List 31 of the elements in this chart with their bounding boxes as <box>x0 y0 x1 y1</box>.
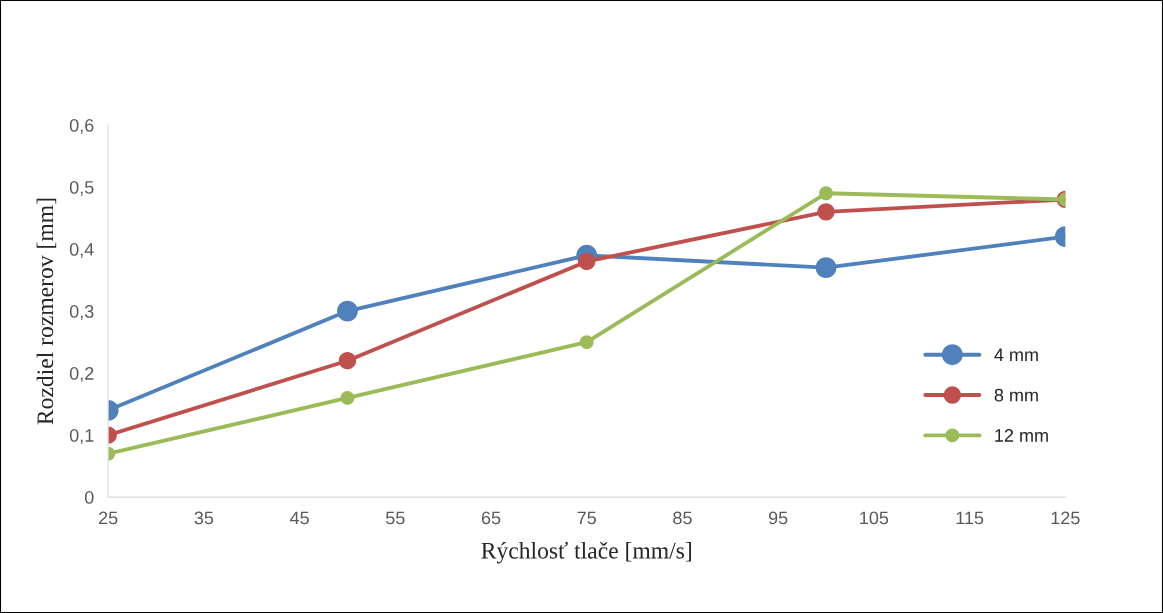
y-tick-label: 0 <box>84 491 94 504</box>
point <box>819 186 833 201</box>
y-tick-label: 0,2 <box>69 367 94 382</box>
y-tick-label: 0,4 <box>69 243 94 258</box>
point <box>578 252 596 271</box>
point <box>340 390 355 405</box>
point <box>337 300 358 322</box>
x-tick-label: 105 <box>860 511 889 525</box>
point <box>815 257 837 279</box>
point <box>817 203 835 221</box>
x-tick-label: 65 <box>481 511 501 525</box>
x-tick-label: 115 <box>956 511 984 525</box>
x-tick-label: 35 <box>194 511 214 525</box>
x-tick-label: 85 <box>673 511 692 525</box>
x-tick-label: 45 <box>289 511 309 525</box>
y-tick-label: 0,1 <box>69 429 94 444</box>
y-tick-label: 0,3 <box>69 305 94 320</box>
y-tick-label: 0,6 <box>69 118 94 134</box>
point <box>338 352 357 370</box>
y-tick-label: 0,5 <box>69 181 94 196</box>
x-tick-label: 95 <box>768 511 788 525</box>
x-tick-label: 25 <box>99 511 118 525</box>
legend-label: 12 mm <box>995 429 1048 442</box>
x-tick-label: 55 <box>385 511 405 525</box>
point <box>579 335 594 350</box>
x-axis-title: Rýchlosť tlače [mm/s] <box>481 541 691 564</box>
x-tick-label: 75 <box>577 511 597 525</box>
legend-label: 4 mm <box>994 348 1038 362</box>
x-tick-label: 125 <box>1051 511 1080 525</box>
legend-label: 8 mm <box>994 388 1038 402</box>
y-axis-title: Rozdiel rozmerov [mm] <box>36 198 57 425</box>
